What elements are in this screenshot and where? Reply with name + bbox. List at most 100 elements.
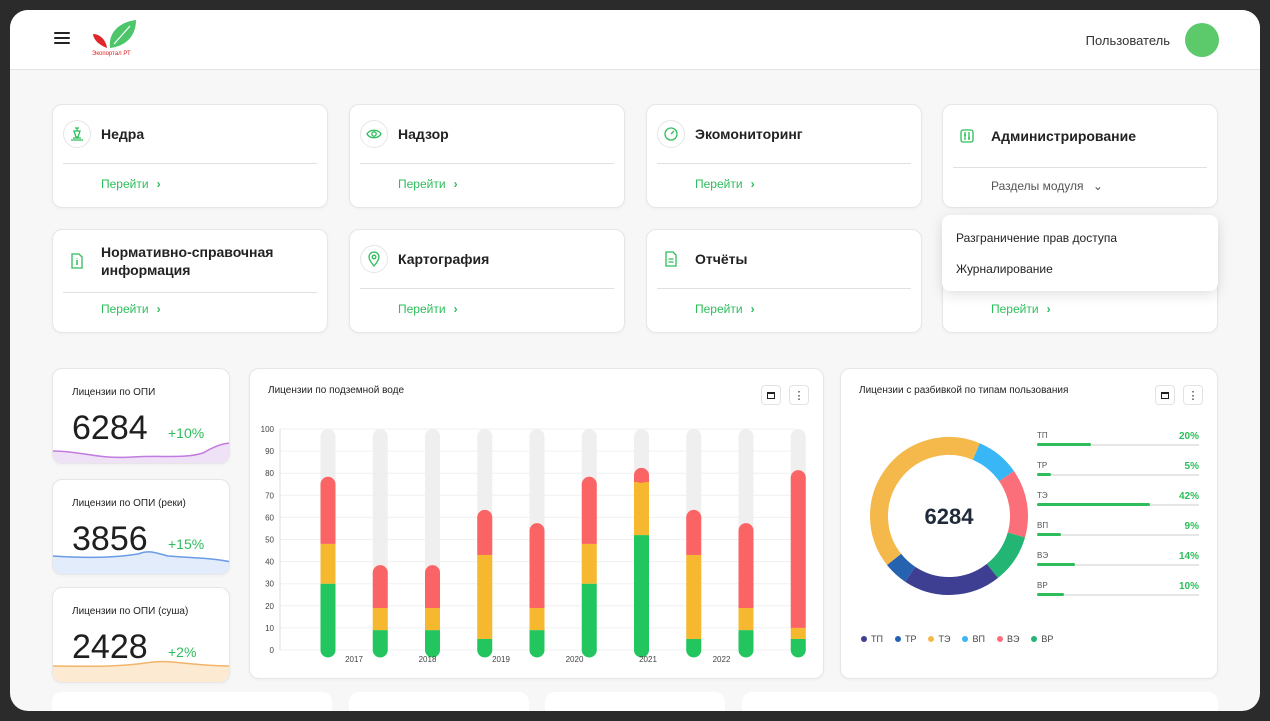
breakdown-fill xyxy=(1037,443,1091,446)
bar-segment xyxy=(320,484,336,544)
go-link[interactable]: Перейти › xyxy=(991,302,1051,316)
chart-title: Лицензии по подземной воде xyxy=(268,385,405,396)
breakdown-track xyxy=(1037,444,1199,446)
go-link[interactable]: Перейти › xyxy=(398,177,458,191)
stat-card-opi-land[interactable]: Лицензии по ОПИ (суша) 2428 +2% xyxy=(52,587,230,683)
chevron-right-icon: › xyxy=(453,177,458,191)
dropdown-label: Разделы модуля xyxy=(991,179,1084,193)
chevron-down-icon: ⌄ xyxy=(1092,179,1103,193)
x-tick-label: 2022 xyxy=(713,655,731,664)
menu-icon[interactable] xyxy=(54,32,70,46)
legend-item: ВП xyxy=(962,634,985,644)
go-link[interactable]: Перейти › xyxy=(695,177,755,191)
menu-item-access-rights[interactable]: Разграничение прав доступа xyxy=(956,231,1117,245)
y-tick-label: 60 xyxy=(265,513,274,522)
go-label: Перейти xyxy=(695,302,743,316)
stat-value: 3856 xyxy=(72,520,148,558)
breakdown-label: ВП xyxy=(1037,521,1049,530)
bar-cap xyxy=(320,642,336,658)
go-link[interactable]: Перейти › xyxy=(695,302,755,316)
breakdown-row: ТР 5% xyxy=(1037,461,1199,491)
stat-card-opi-rivers[interactable]: Лицензии по ОПИ (реки) 3856 +15% xyxy=(52,479,230,575)
bar-segment xyxy=(320,543,336,584)
breakdown-fill xyxy=(1037,473,1051,476)
bar-cap xyxy=(634,642,649,658)
module-card-administration[interactable]: Администрирование Разделы модуля ⌄ xyxy=(942,104,1218,208)
bar-cap xyxy=(529,642,545,658)
module-card-cartography[interactable]: Картография Перейти › xyxy=(349,229,625,333)
breakdown-label: ВР xyxy=(1037,581,1048,590)
x-tick-label: 2017 xyxy=(345,655,363,664)
module-card-ecomonitoring[interactable]: Экомониторинг Перейти › xyxy=(646,104,922,208)
bar-cap xyxy=(372,642,388,658)
go-link[interactable]: Перейти › xyxy=(398,302,458,316)
donut-legend: ТП ТР ТЭ ВП ВЭ ВР xyxy=(861,634,1065,644)
chevron-right-icon: › xyxy=(156,302,161,316)
legend-item: ТП xyxy=(861,634,883,644)
breakdown-track xyxy=(1037,564,1199,566)
breakdown-percent: 9% xyxy=(1184,521,1199,532)
stat-value: 2428 xyxy=(72,628,148,666)
module-card-reports[interactable]: Отчёты Перейти › xyxy=(646,229,922,333)
breakdown-row: ТП 20% xyxy=(1037,431,1199,461)
legend-label: ТП xyxy=(871,634,883,644)
bar-segment xyxy=(477,517,493,555)
user-name[interactable]: Пользователь xyxy=(1085,33,1170,48)
legend-item: ВР xyxy=(1031,634,1053,644)
drill-icon xyxy=(63,120,91,148)
bar-segment xyxy=(372,608,388,631)
module-title: Картография xyxy=(398,251,490,267)
calendar-icon[interactable] xyxy=(761,385,781,405)
card-header: Отчёты xyxy=(657,230,911,289)
donut-slice xyxy=(905,563,998,595)
bar-segment xyxy=(634,535,649,650)
y-tick-label: 20 xyxy=(265,602,274,611)
bar-cap xyxy=(320,476,336,492)
more-vertical-icon[interactable]: ⋮ xyxy=(789,385,809,405)
stat-label: Лицензии по ОПИ xyxy=(72,387,156,398)
breakdown-track xyxy=(1037,594,1199,596)
breakdown-percent: 14% xyxy=(1178,551,1199,562)
donut-center-value: 6284 xyxy=(925,504,975,529)
y-tick-label: 0 xyxy=(270,646,275,655)
donut-chart: 6284 xyxy=(870,437,1028,595)
stat-card-opi[interactable]: Лицензии по ОПИ 6284 +10% xyxy=(52,368,230,464)
chevron-right-icon: › xyxy=(1046,302,1051,316)
bar-segment xyxy=(320,583,336,650)
breakdown-track xyxy=(1037,534,1199,536)
top-bar: Экопортал РТ Пользователь xyxy=(10,10,1260,70)
card-header: Надзор xyxy=(360,105,614,164)
go-link[interactable]: Перейти › xyxy=(101,302,161,316)
calendar-icon[interactable] xyxy=(1155,385,1175,405)
usage-breakdown-list: ТП 20% ТР 5% ТЭ 42% ВП 9% ВЭ 14% ВР 10% xyxy=(1037,431,1199,611)
module-card-nedra[interactable]: Недра Перейти › xyxy=(52,104,328,208)
more-vertical-icon[interactable]: ⋮ xyxy=(1183,385,1203,405)
breakdown-percent: 10% xyxy=(1178,581,1199,592)
sparkline xyxy=(53,660,229,682)
app-logo[interactable]: Экопортал РТ xyxy=(90,18,140,62)
breakdown-label: ТР xyxy=(1037,461,1048,470)
menu-item-logging[interactable]: Журналирование xyxy=(956,262,1053,276)
breakdown-fill xyxy=(1037,563,1075,566)
bar-segment xyxy=(581,543,597,584)
breakdown-label: ТЭ xyxy=(1037,491,1048,500)
module-sections-dropdown[interactable]: Разделы модуля ⌄ xyxy=(991,179,1103,193)
module-card-nadzor[interactable]: Надзор Перейти › xyxy=(349,104,625,208)
bar-cap xyxy=(738,523,754,539)
bottom-card-4 xyxy=(742,692,1218,711)
go-label: Перейти xyxy=(398,302,446,316)
go-link[interactable]: Перейти › xyxy=(101,177,161,191)
bar-segment xyxy=(477,554,493,639)
logo-text: Экопортал РТ xyxy=(92,51,131,57)
y-tick-label: 80 xyxy=(265,469,274,478)
bar-segment xyxy=(790,627,806,639)
avatar[interactable] xyxy=(1185,23,1219,57)
bar-cap xyxy=(738,642,754,658)
module-card-reference[interactable]: Нормативно-справочная информация Перейти… xyxy=(52,229,328,333)
breakdown-percent: 5% xyxy=(1184,461,1199,472)
y-tick-label: 10 xyxy=(265,624,274,633)
breakdown-fill xyxy=(1037,503,1151,506)
breakdown-row: ВР 10% xyxy=(1037,581,1199,611)
sparkline xyxy=(53,442,229,463)
bar-cap xyxy=(581,642,597,658)
